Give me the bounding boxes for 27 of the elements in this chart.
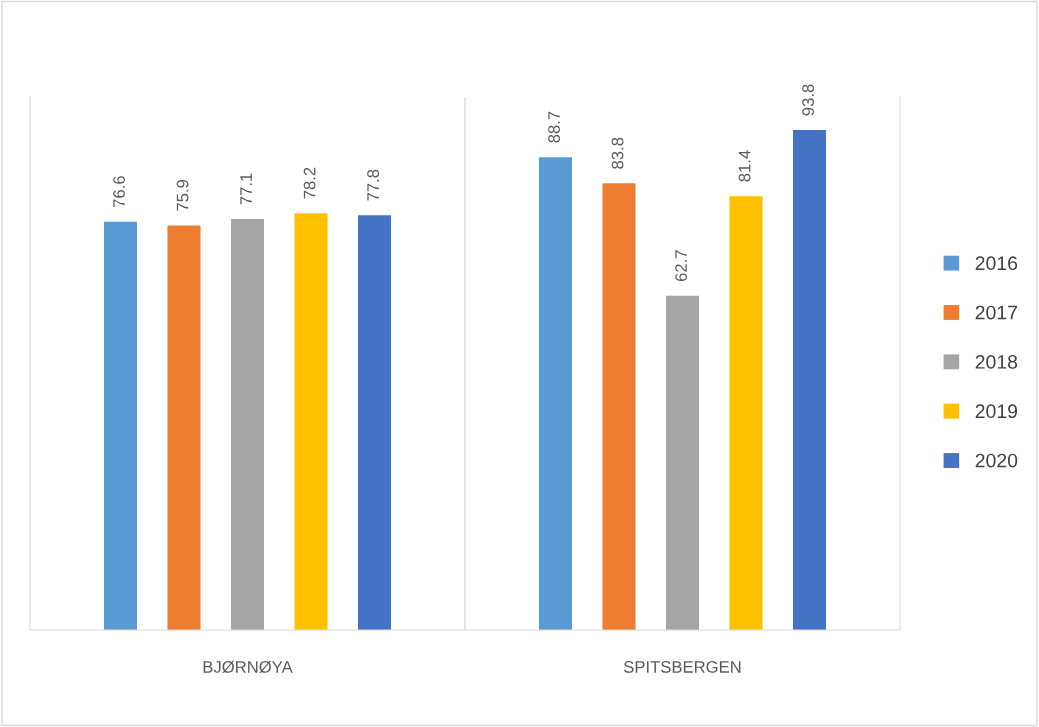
data-label: 77.8 — [367, 169, 379, 201]
data-label: 75.9 — [176, 179, 189, 211]
bar — [294, 213, 328, 630]
bar — [357, 215, 392, 630]
legend-label: 2017 — [975, 305, 1017, 320]
data-label: 78.2 — [303, 167, 316, 199]
bar — [230, 219, 265, 630]
bar — [602, 183, 636, 630]
bar — [665, 295, 700, 630]
bar — [792, 130, 827, 630]
bar — [103, 221, 138, 630]
x-tick-label: BJØRNØYA — [203, 660, 293, 674]
bar — [538, 157, 573, 630]
legend-label: 2018 — [975, 355, 1018, 369]
bar — [167, 225, 201, 630]
data-label: 76.6 — [113, 176, 125, 207]
data-label: 62.7 — [675, 250, 687, 282]
x-tick-label: SPITSBERGEN — [623, 661, 741, 673]
legend-label: 2020 — [975, 453, 1018, 468]
legend-label: 2016 — [975, 256, 1018, 271]
data-label: 77.1 — [240, 173, 252, 205]
data-label: 83.8 — [611, 137, 624, 169]
bar — [729, 196, 763, 630]
data-label: 93.8 — [802, 84, 814, 116]
data-label: 88.7 — [548, 111, 560, 143]
data-label: 81.4 — [738, 150, 751, 182]
legend-label: 2019 — [975, 404, 1018, 419]
